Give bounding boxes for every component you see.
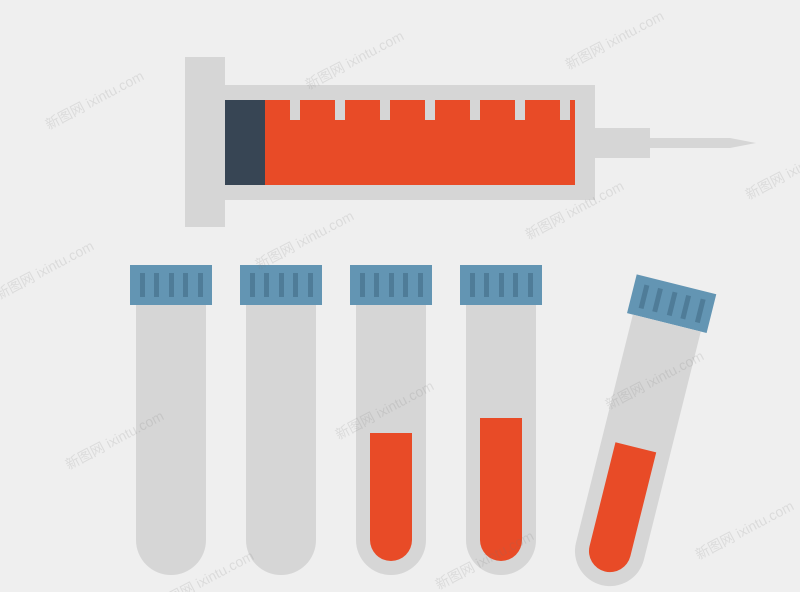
tube-cap-ridge <box>183 273 188 297</box>
tube-cap <box>350 265 432 305</box>
tube-fluid <box>585 442 657 576</box>
watermark-text: 新图网 ixintu.com <box>692 496 798 565</box>
test-tube <box>562 274 717 592</box>
watermark-text: 新图网 ixintu.com <box>42 66 148 135</box>
syringe-tick <box>290 85 300 120</box>
syringe-tick <box>560 85 570 120</box>
tube-cap-ridge <box>470 273 475 297</box>
syringe-plunger <box>225 100 265 185</box>
tube-cap <box>460 265 542 305</box>
illustration-canvas: 新图网 ixintu.com 新图网 ixintu.com 新图网 ixintu.c… <box>0 0 800 592</box>
syringe-tick <box>470 85 480 120</box>
tube-cap-ridge <box>528 273 533 297</box>
syringe-tick <box>380 85 390 120</box>
tube-cap-ridge <box>198 273 203 297</box>
syringe-tick <box>515 85 525 120</box>
tube-body <box>356 305 426 575</box>
tube-cap-ridge <box>293 273 298 297</box>
tube-cap <box>130 265 212 305</box>
tube-cap-ridge <box>418 273 423 297</box>
tube-cap-ridge <box>389 273 394 297</box>
tube-cap-ridge <box>499 273 504 297</box>
syringe-tick <box>425 85 435 120</box>
tube-cap-ridge <box>140 273 145 297</box>
tube-body <box>246 305 316 575</box>
syringe-nozzle <box>595 128 650 158</box>
tube-cap-ridge <box>513 273 518 297</box>
watermark-text: 新图网 ixintu.com <box>0 236 97 305</box>
test-tube <box>460 265 542 575</box>
tube-cap-ridge <box>666 291 677 315</box>
test-tube <box>350 265 432 575</box>
tube-cap-ridge <box>308 273 313 297</box>
tube-fluid <box>480 418 522 561</box>
tube-cap-ridge <box>154 273 159 297</box>
tube-body <box>466 305 536 575</box>
test-tube <box>240 265 322 575</box>
tube-cap-ridge <box>403 273 408 297</box>
syringe-needle-tip <box>730 138 756 148</box>
tube-fluid <box>370 433 412 561</box>
tube-cap-ridge <box>680 295 691 319</box>
tube-cap-ridge <box>652 288 663 312</box>
tube-cap-ridge <box>250 273 255 297</box>
tube-cap-ridge <box>638 284 649 308</box>
test-tube <box>130 265 212 575</box>
watermark-text: 新图网 ixintu.com <box>562 6 668 75</box>
syringe-tick <box>335 85 345 120</box>
tube-cap-ridge <box>360 273 365 297</box>
tube-cap-ridge <box>694 298 705 322</box>
tube-cap-ridge <box>484 273 489 297</box>
tube-cap-ridge <box>374 273 379 297</box>
tube-cap-ridge <box>169 273 174 297</box>
syringe-fluid <box>265 100 575 185</box>
tube-cap-ridge <box>279 273 284 297</box>
tube-cap <box>240 265 322 305</box>
tube-body <box>136 305 206 575</box>
syringe-flange <box>185 57 225 227</box>
syringe-needle <box>650 138 730 148</box>
tube-body <box>568 315 701 592</box>
tube-cap-ridge <box>264 273 269 297</box>
